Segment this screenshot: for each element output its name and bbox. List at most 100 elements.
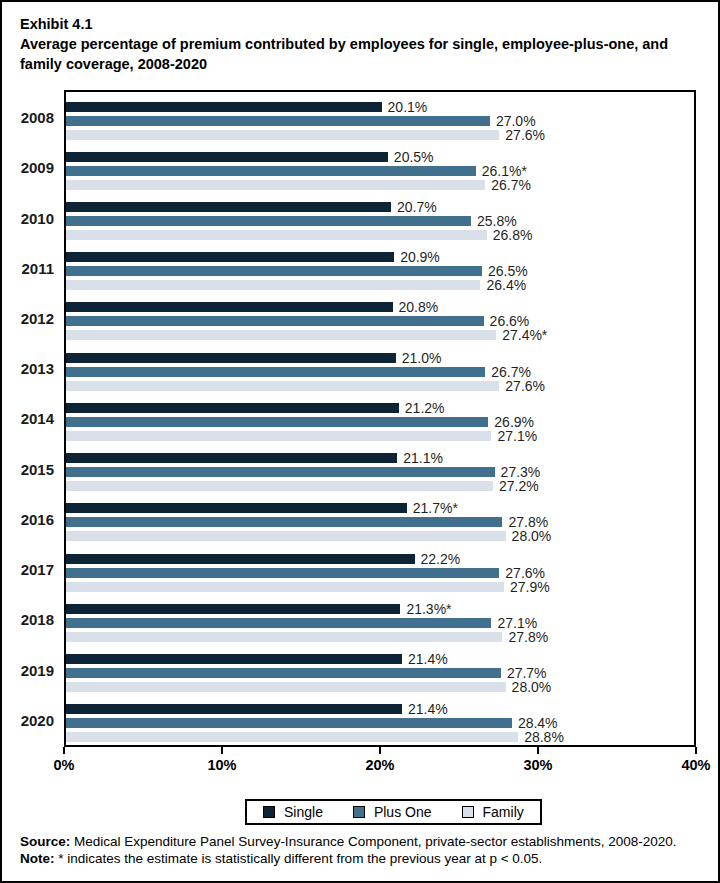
year-label: 2010 (21, 209, 54, 226)
bar-row: 26.5% (66, 266, 694, 276)
title-block: Exhibit 4.1 Average percentage of premiu… (20, 14, 692, 74)
bar-single (66, 654, 402, 664)
bar-row: 26.7% (66, 367, 694, 377)
bar-group-2018: 201821.3%*27.1%27.8% (66, 594, 694, 644)
bar-single (66, 453, 397, 463)
bar-row: 27.8% (66, 517, 694, 527)
bar-value-label: 20.8% (399, 302, 439, 312)
bar-value-label: 26.5% (488, 266, 528, 276)
bar-row: 21.0% (66, 353, 694, 363)
year-label: 2014 (21, 410, 54, 427)
legend: SinglePlus OneFamily (245, 799, 542, 825)
x-tick-mark (695, 747, 697, 754)
bar-value-label: 20.5% (394, 152, 434, 162)
bar-row: 20.9% (66, 252, 694, 262)
bar-single (66, 302, 393, 312)
bar-row: 27.6% (66, 381, 694, 391)
x-tick-label: 0% (54, 757, 75, 773)
bar-row: 21.4% (66, 704, 694, 714)
year-label: 2017 (21, 561, 54, 578)
bar-single (66, 554, 415, 564)
exhibit-page: Exhibit 4.1 Average percentage of premiu… (0, 0, 720, 883)
bar-value-label: 25.8% (477, 216, 517, 226)
bar-value-label: 21.4% (408, 704, 448, 714)
bar-plus-one (66, 266, 482, 276)
x-tick-label: 30% (523, 757, 552, 773)
bar-value-label: 27.3% (501, 467, 541, 477)
bar-value-label: 27.6% (505, 568, 545, 578)
year-label: 2018 (21, 611, 54, 628)
bar-plus-one (66, 668, 501, 678)
bar-plus-one (66, 467, 495, 477)
bar-row: 26.7% (66, 180, 694, 190)
bar-value-label: 27.1% (497, 431, 537, 441)
bar-value-label: 21.4% (408, 654, 448, 664)
bar-row: 22.2% (66, 554, 694, 564)
bar-family (66, 682, 506, 692)
footer: Source: Medical Expenditure Panel Survey… (20, 833, 710, 867)
bar-plus-one (66, 417, 488, 427)
bar-family (66, 130, 499, 140)
bar-family (66, 280, 480, 290)
bar-value-label: 27.8% (508, 517, 548, 527)
bar-value-label: 20.7% (397, 202, 437, 212)
year-label: 2020 (21, 711, 54, 728)
bar-row: 28.0% (66, 682, 694, 692)
bar-plus-one (66, 116, 490, 126)
bar-value-label: 26.8% (493, 230, 533, 240)
note-text: * indicates the estimate is statisticall… (55, 851, 543, 866)
bar-value-label: 28.0% (512, 531, 552, 541)
legend-swatch (462, 806, 474, 818)
bar-row: 28.0% (66, 531, 694, 541)
legend-label: Single (284, 804, 323, 820)
year-label: 2015 (21, 460, 54, 477)
bar-single (66, 353, 396, 363)
bar-group-2011: 201120.9%26.5%26.4% (66, 243, 694, 293)
legend-swatch (263, 806, 275, 818)
bar-family (66, 481, 493, 491)
bar-row: 20.5% (66, 152, 694, 162)
bar-family (66, 582, 504, 592)
legend-item-single: Single (263, 804, 323, 820)
bar-row: 26.8% (66, 230, 694, 240)
plot-frame: 200820.1%27.0%27.6%200920.5%26.1%*26.7%2… (64, 90, 696, 747)
note-label: Note: (20, 851, 55, 866)
bar-value-label: 20.9% (400, 252, 440, 262)
bar-row: 27.1% (66, 618, 694, 628)
bar-single (66, 252, 394, 262)
x-tick-label: 40% (681, 757, 710, 773)
source-line: Source: Medical Expenditure Panel Survey… (20, 833, 710, 850)
bar-group-2020: 202021.4%28.4%28.8% (66, 695, 694, 745)
year-label: 2009 (21, 159, 54, 176)
bar-value-label: 21.7%* (413, 503, 458, 513)
x-tick-mark (379, 747, 381, 754)
year-label: 2013 (21, 360, 54, 377)
bar-family (66, 230, 487, 240)
bar-plus-one (66, 517, 502, 527)
legend-swatch (353, 806, 365, 818)
legend-item-plus-one: Plus One (353, 804, 432, 820)
bar-group-2009: 200920.5%26.1%*26.7% (66, 142, 694, 192)
bar-row: 27.6% (66, 130, 694, 140)
bar-family (66, 632, 502, 642)
bar-row: 27.0% (66, 116, 694, 126)
year-label: 2011 (21, 259, 54, 276)
bar-value-label: 26.7% (491, 367, 531, 377)
year-label: 2012 (21, 309, 54, 326)
bar-value-label: 26.6% (490, 316, 530, 326)
bar-row: 20.1% (66, 102, 694, 112)
bar-row: 27.4%* (66, 330, 694, 340)
bar-family (66, 180, 485, 190)
bar-plus-one (66, 316, 484, 326)
bar-value-label: 27.0% (496, 116, 536, 126)
x-tick-label: 10% (207, 757, 236, 773)
bar-plus-one (66, 568, 499, 578)
year-label: 2019 (21, 661, 54, 678)
bar-row: 21.2% (66, 403, 694, 413)
bar-row: 27.7% (66, 668, 694, 678)
bar-single (66, 152, 388, 162)
bar-family (66, 330, 496, 340)
source-text: Medical Expenditure Panel Survey-Insuran… (70, 834, 676, 849)
bar-value-label: 21.2% (405, 403, 445, 413)
bar-row: 20.7% (66, 202, 694, 212)
